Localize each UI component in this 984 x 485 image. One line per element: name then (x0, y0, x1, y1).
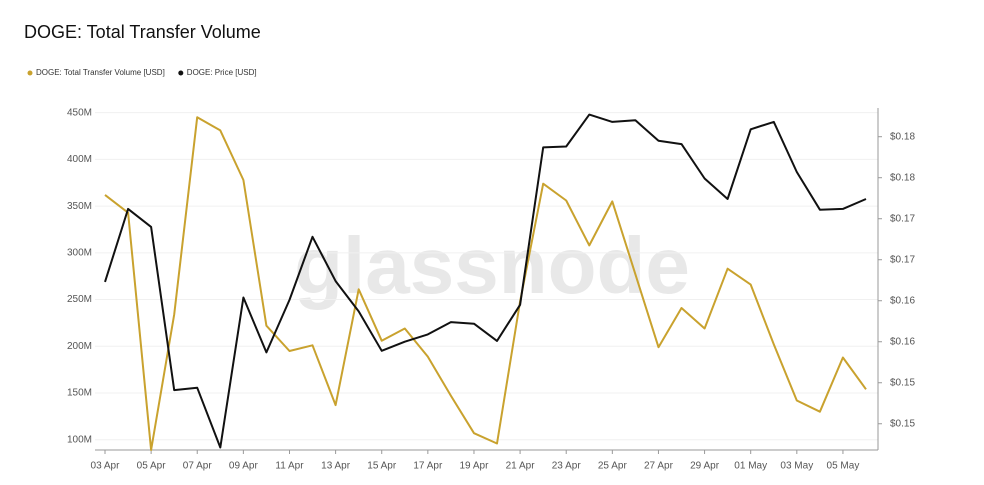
y-tick-label: 350M (67, 201, 92, 212)
y2-tick-label: $0.15 (890, 418, 915, 429)
legend-label: DOGE: Total Transfer Volume [USD] (36, 68, 165, 77)
x-tick-label: 07 Apr (183, 461, 213, 472)
x-tick-label: 09 Apr (229, 461, 259, 472)
y-tick-label: 150M (67, 388, 92, 399)
y-tick-label: 400M (67, 154, 92, 165)
x-tick-label: 17 Apr (413, 461, 443, 472)
y2-tick-label: $0.15 (890, 377, 915, 388)
legend-marker (178, 70, 184, 76)
y-tick-label: 300M (67, 247, 92, 258)
y2-tick-label: $0.17 (890, 213, 915, 224)
x-tick-label: 03 Apr (91, 461, 121, 472)
x-tick-label: 27 Apr (644, 461, 674, 472)
watermark: glassnode (294, 221, 690, 310)
y-tick-label: 200M (67, 341, 92, 352)
y2-tick-label: $0.16 (890, 336, 915, 347)
x-tick-label: 05 Apr (137, 461, 167, 472)
x-tick-label: 11 Apr (275, 461, 304, 472)
y-tick-label: 250M (67, 294, 92, 305)
x-tick-label: 19 Apr (460, 461, 490, 472)
x-tick-label: 29 Apr (690, 461, 720, 472)
x-tick-label: 25 Apr (598, 461, 628, 472)
y-tick-label: 100M (67, 434, 92, 445)
chart-title: DOGE: Total Transfer Volume (24, 22, 261, 42)
x-tick-label: 21 Apr (506, 461, 536, 472)
y2-tick-label: $0.17 (890, 254, 915, 265)
y2-tick-label: $0.18 (890, 172, 915, 183)
legend-marker (27, 70, 33, 76)
x-tick-label: 13 Apr (321, 461, 351, 472)
x-tick-label: 03 May (780, 461, 813, 472)
series-line (104, 116, 867, 451)
x-tick-label: 23 Apr (552, 461, 582, 472)
x-tick-label: 01 May (734, 461, 767, 472)
legend-label: DOGE: Price [USD] (187, 68, 257, 77)
y2-tick-label: $0.16 (890, 295, 915, 306)
series-line (104, 113, 867, 449)
x-tick-label: 15 Apr (367, 461, 397, 472)
x-tick-label: 05 May (827, 461, 860, 472)
y-tick-label: 450M (67, 107, 92, 118)
y2-tick-label: $0.18 (890, 131, 915, 142)
